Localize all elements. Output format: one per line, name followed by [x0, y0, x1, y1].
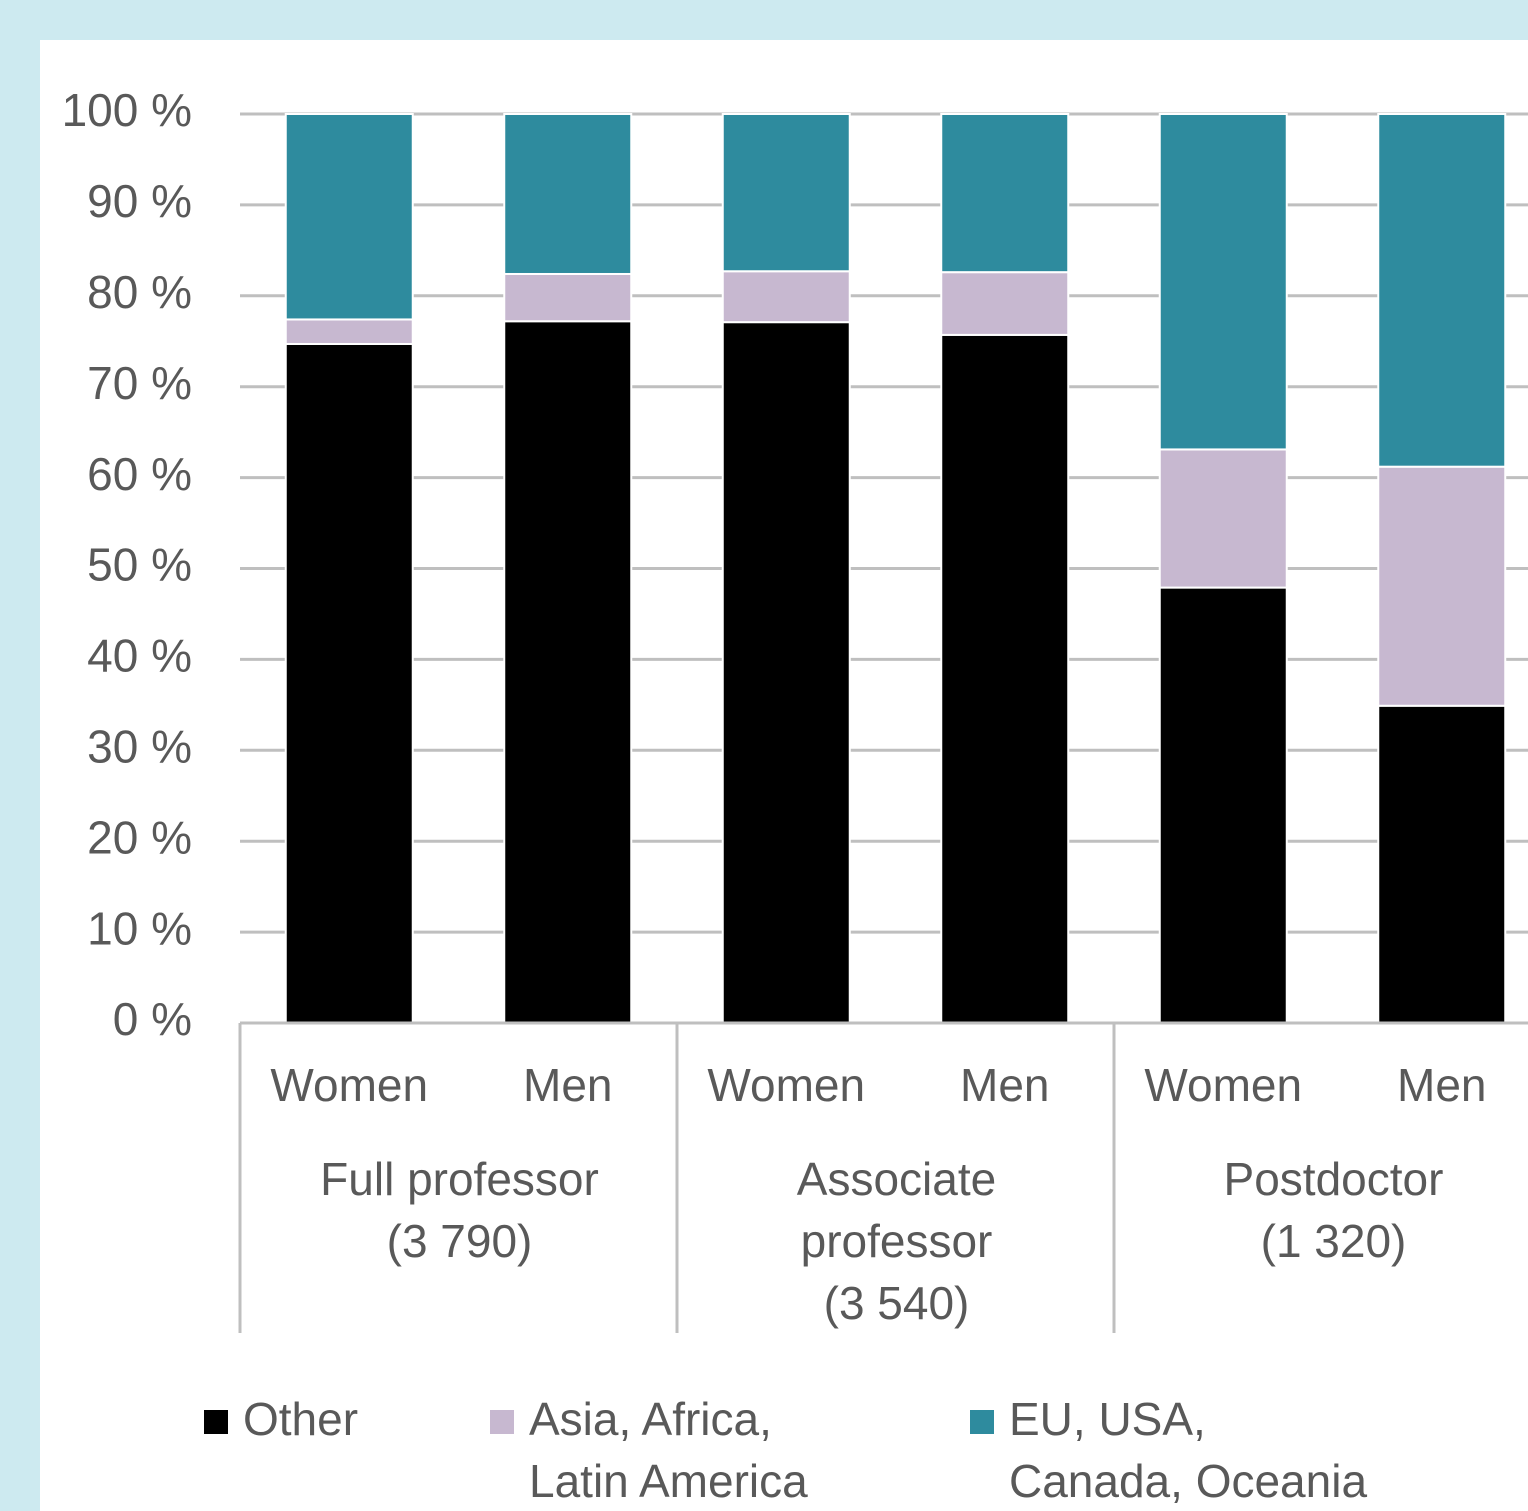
- y-tick-label: 10 %: [87, 902, 192, 954]
- y-tick-label: 90 %: [87, 175, 192, 227]
- y-tick-label: 70 %: [87, 357, 192, 409]
- x-tick-label: Men: [523, 1059, 612, 1111]
- x-tick-label: Men: [960, 1059, 1049, 1111]
- bar-segment: [940, 271, 1070, 336]
- bar-segment: [503, 272, 633, 323]
- bar-segment: [940, 113, 1070, 274]
- y-tick-label: 50 %: [87, 539, 192, 591]
- bar-segment: [1377, 113, 1507, 468]
- bar-segment: [1158, 448, 1288, 589]
- bar-segment: [284, 113, 414, 321]
- bar-segment: [940, 333, 1070, 1024]
- x-tick-label: Women: [270, 1059, 428, 1111]
- legend-label: Asia, Africa, Latin America: [529, 1393, 808, 1507]
- y-tick-label: 20 %: [87, 811, 192, 863]
- legend-label: EU, USA, Canada, Oceania: [1009, 1393, 1367, 1507]
- bar-segment: [503, 320, 633, 1024]
- group-label: Associate professor (3 540): [797, 1153, 996, 1329]
- group-label: Full professor (3 790): [320, 1153, 599, 1267]
- legend-swatch: [490, 1410, 514, 1434]
- y-tick-label: 80 %: [87, 266, 192, 318]
- bar-segment: [1158, 113, 1288, 451]
- bar-segment: [721, 321, 851, 1024]
- bar-segment: [284, 342, 414, 1024]
- x-tick-label: Men: [1397, 1059, 1486, 1111]
- legend-swatch: [970, 1410, 994, 1434]
- legend-label: Other: [243, 1393, 358, 1445]
- y-tick-label: 40 %: [87, 630, 192, 682]
- bar-segment: [284, 318, 414, 345]
- bar-segment: [1158, 586, 1288, 1024]
- group-label: Postdoctor (1 320): [1224, 1153, 1444, 1267]
- bar-segment: [1377, 704, 1507, 1024]
- bar-segment: [721, 113, 851, 273]
- y-tick-label: 30 %: [87, 720, 192, 772]
- y-tick-label: 60 %: [87, 448, 192, 500]
- x-tick-label: Women: [707, 1059, 865, 1111]
- legend-swatch: [204, 1410, 228, 1434]
- x-tick-label: Women: [1144, 1059, 1302, 1111]
- bar-segment: [503, 113, 633, 275]
- y-tick-label: 100 %: [62, 84, 192, 136]
- y-tick-label: 0 %: [113, 993, 192, 1045]
- bar-segment: [721, 270, 851, 324]
- bar-segment: [1377, 465, 1507, 707]
